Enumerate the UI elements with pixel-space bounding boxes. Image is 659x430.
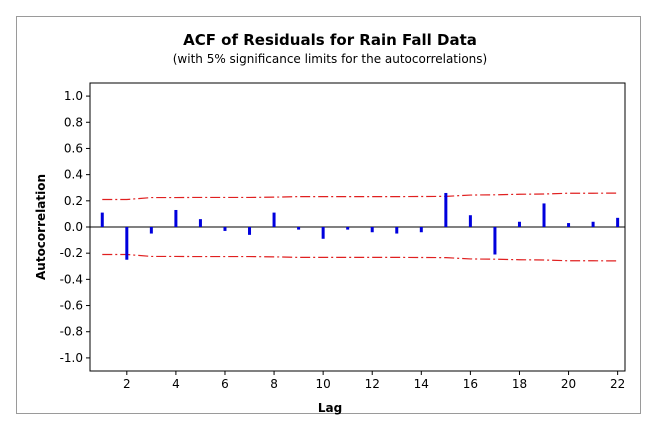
- y-tick-label: 0.8: [64, 115, 83, 129]
- y-tick-label: 0.2: [64, 194, 83, 208]
- x-tick-label: 22: [610, 377, 625, 391]
- y-axis-title: Autocorrelation: [34, 174, 48, 280]
- acf-bar: [149, 227, 153, 234]
- upper-significance-limit: [102, 192, 618, 201]
- acf-bar: [468, 215, 472, 227]
- acf-bar: [272, 212, 276, 227]
- acf-bar: [419, 227, 423, 233]
- x-tick-label: 18: [512, 377, 527, 391]
- acf-bar: [493, 227, 497, 255]
- acf-bar: [125, 227, 129, 260]
- y-tick-label: 0.4: [64, 168, 83, 182]
- acf-bar: [223, 227, 227, 231]
- acf-bar: [248, 227, 252, 235]
- y-tick-label: 1.0: [64, 89, 83, 103]
- acf-bar: [370, 227, 374, 233]
- chart-frame: [16, 16, 641, 414]
- y-tick-label: 0.0: [64, 220, 83, 234]
- chart-subtitle: (with 5% significance limits for the aut…: [173, 52, 487, 66]
- acf-bar: [616, 217, 620, 227]
- x-tick-label: 10: [316, 377, 331, 391]
- acf-bar: [517, 221, 521, 227]
- y-tick-label: -0.6: [60, 299, 83, 313]
- acf-bar: [444, 192, 448, 227]
- acf-bar: [542, 203, 546, 227]
- x-tick-label: 6: [221, 377, 229, 391]
- x-tick-label: 12: [365, 377, 380, 391]
- acf-bar: [100, 212, 104, 227]
- acf-bar: [297, 227, 301, 230]
- y-tick-label: 0.6: [64, 141, 83, 155]
- x-tick-label: 2: [123, 377, 131, 391]
- acf-bar: [174, 209, 178, 227]
- x-tick-label: 14: [414, 377, 429, 391]
- lower-significance-limit: [102, 253, 618, 262]
- acf-bar: [591, 221, 595, 227]
- acf-bar: [321, 227, 325, 239]
- acf-bar: [567, 223, 571, 227]
- y-tick-label: -0.8: [60, 325, 83, 339]
- y-tick-label: -0.4: [60, 272, 83, 286]
- y-tick-label: -0.2: [60, 246, 83, 260]
- y-tick-label: -1.0: [60, 351, 83, 365]
- x-tick-label: 4: [172, 377, 180, 391]
- acf-bar: [395, 227, 399, 234]
- acf-bar: [198, 219, 202, 227]
- acf-bar: [346, 227, 350, 230]
- chart-title: ACF of Residuals for Rain Fall Data: [183, 31, 477, 49]
- x-tick-label: 8: [270, 377, 278, 391]
- x-axis-title: Lag: [318, 401, 342, 415]
- x-tick-label: 20: [561, 377, 576, 391]
- x-tick-label: 16: [463, 377, 478, 391]
